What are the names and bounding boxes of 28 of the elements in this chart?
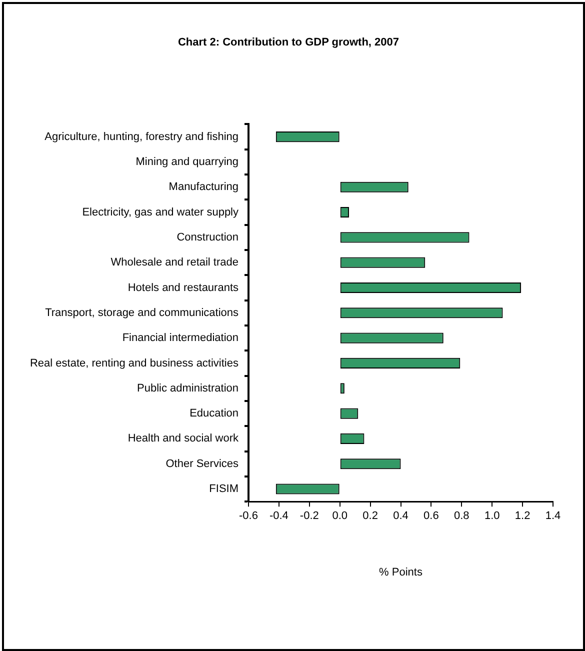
x-tick-label: 0.2	[362, 510, 378, 522]
y-tick-label: Manufacturing	[168, 181, 239, 194]
y-tick-label: Public administration	[137, 382, 239, 394]
y-tick-label: Mining and quarrying	[136, 156, 239, 168]
y-tick-label: FISIM	[209, 483, 239, 496]
x-tick-label: -0.2	[300, 510, 319, 522]
x-tick-label: 0.8	[454, 510, 470, 522]
x-axis-title: % Points	[379, 566, 423, 578]
y-tick-label: Electricity, gas and water supply	[82, 206, 240, 218]
x-tick-label: 1.0	[484, 510, 500, 522]
chart-title: Chart 2: Contribution to GDP growth, 2007	[178, 36, 400, 49]
x-tick-label: 0.0	[332, 510, 348, 522]
x-tick-label: 1.2	[514, 510, 530, 522]
y-tick-label: Other Services	[166, 458, 239, 470]
y-tick-label: Agriculture, hunting, forestry and fishing	[44, 130, 239, 143]
x-tick-label: 1.4	[545, 510, 561, 522]
y-tick-label: Real estate, renting and business activities	[30, 357, 239, 370]
y-tick-label: Transport, storage and communications	[45, 306, 239, 319]
x-tick-label: -0.4	[269, 510, 288, 522]
x-tick-label: 0.6	[424, 510, 439, 522]
y-tick-label: Education	[190, 408, 239, 420]
x-tick-label: -0.6	[239, 510, 258, 522]
y-tick-label: Wholesale and retail trade	[110, 256, 239, 269]
y-tick-label: Construction	[176, 231, 239, 244]
y-tick-label: Hotels and restaurants	[128, 282, 240, 294]
x-tick-label: 0.4	[393, 510, 408, 522]
y-tick-label: Financial intermediation	[122, 332, 239, 344]
y-tick-label: Health and social work	[128, 432, 239, 445]
